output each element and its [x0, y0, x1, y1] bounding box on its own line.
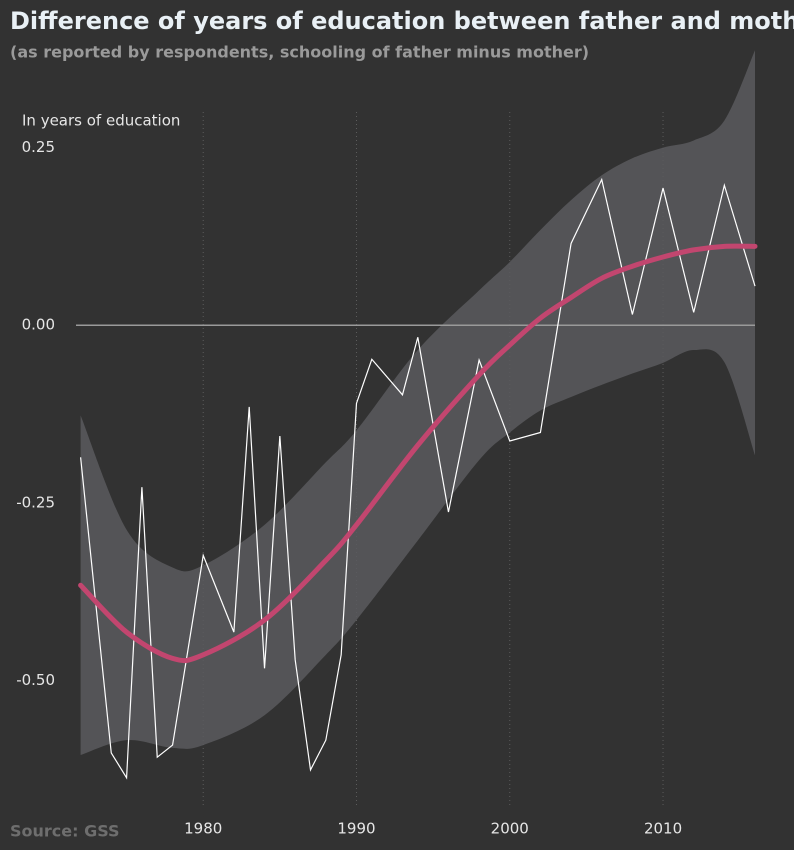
y-tick-label: -0.25 — [16, 493, 55, 511]
x-tick-label: 2010 — [644, 820, 682, 838]
y-tick-label: 0.25 — [22, 138, 55, 156]
source: Source: GSS — [10, 822, 120, 841]
y-tick-label: -0.50 — [16, 671, 55, 689]
data-line — [80, 177, 756, 780]
x-tick-label: 1990 — [337, 820, 375, 838]
x-tick-label: 1980 — [184, 820, 222, 838]
x-tick-label: 2000 — [491, 820, 529, 838]
confidence-band — [80, 50, 755, 756]
y-axis-label: In years of education — [22, 112, 180, 130]
chart-title: Difference of years of education between… — [10, 7, 794, 35]
trend-line — [78, 243, 758, 664]
y-tick-label: 0.00 — [22, 316, 55, 334]
chart-subtitle: (as reported by respondents, schooling o… — [10, 43, 589, 62]
